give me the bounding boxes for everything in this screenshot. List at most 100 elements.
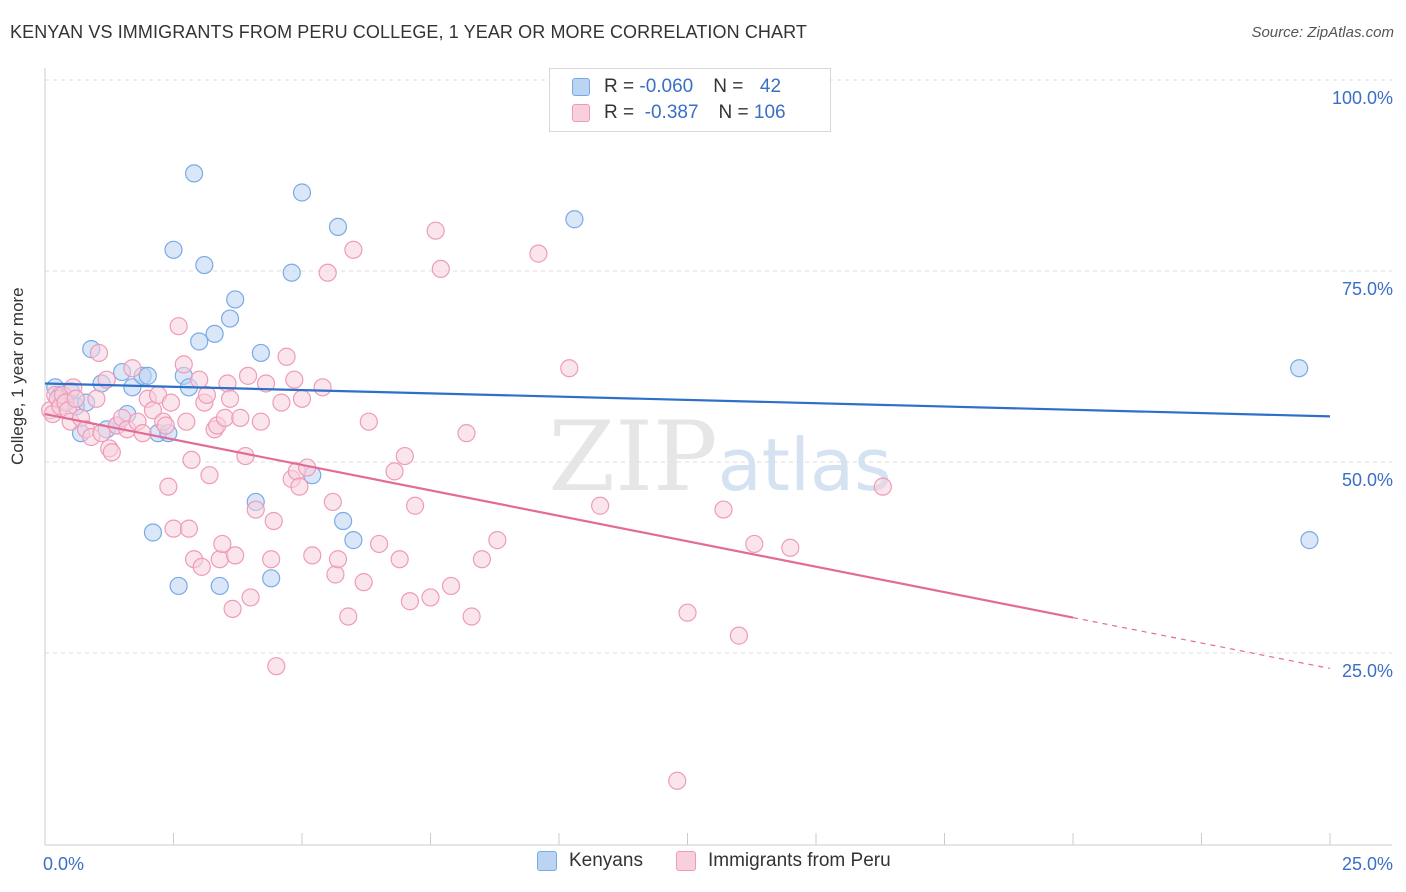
peru-point bbox=[272, 393, 291, 412]
legend-r-label: R = bbox=[604, 102, 640, 123]
legend-item-peru[interactable]: Immigrants from Peru bbox=[676, 850, 891, 872]
y-tick-label: 75.0% bbox=[1342, 279, 1393, 299]
peru-point bbox=[781, 538, 800, 557]
peru-point bbox=[426, 221, 445, 240]
peru-point bbox=[182, 450, 201, 469]
peru-point bbox=[488, 531, 507, 550]
peru-point bbox=[303, 546, 322, 565]
peru-point bbox=[66, 389, 85, 408]
peru-point bbox=[328, 550, 348, 569]
peru-point bbox=[236, 446, 255, 466]
kenyans-point bbox=[1300, 531, 1319, 550]
peru-point bbox=[159, 477, 178, 496]
peru-point bbox=[220, 389, 240, 408]
kenyans-point bbox=[205, 324, 224, 343]
kenyans-point bbox=[262, 569, 281, 588]
peru-point bbox=[285, 370, 304, 389]
peru-point bbox=[169, 317, 188, 336]
kenyans-point bbox=[190, 332, 209, 351]
peru-point bbox=[591, 496, 610, 515]
peru-point bbox=[290, 477, 309, 496]
peru-point bbox=[472, 550, 491, 569]
peru-point bbox=[678, 603, 697, 622]
legend-n-label: N = bbox=[713, 76, 749, 97]
peru-point bbox=[560, 359, 579, 378]
watermark: ZIPatlas bbox=[548, 401, 891, 513]
peru-trend-line-extension bbox=[1072, 617, 1331, 670]
peru-point bbox=[226, 546, 245, 565]
peru-point bbox=[529, 244, 548, 263]
peru-point bbox=[714, 500, 733, 519]
legend-n-value: 42 bbox=[754, 76, 782, 97]
peru-point bbox=[339, 607, 358, 626]
legend-r-value: -0.387 bbox=[639, 102, 699, 123]
peru-point bbox=[390, 550, 409, 569]
peru-point bbox=[264, 511, 283, 531]
kenyans-point bbox=[123, 378, 142, 397]
peru-point bbox=[89, 343, 109, 363]
peru-point bbox=[192, 557, 211, 576]
kenyans-point bbox=[143, 523, 163, 542]
peru-point bbox=[326, 565, 345, 584]
peru-point bbox=[395, 446, 414, 466]
kenyans-point bbox=[226, 290, 245, 309]
kenyans-trend-line bbox=[44, 382, 1331, 418]
peru-point bbox=[161, 393, 181, 412]
peru-point bbox=[668, 771, 687, 790]
kenyans-point bbox=[138, 366, 157, 385]
legend-row-peru: R = -0.387 N = 106 bbox=[572, 101, 786, 125]
kenyans-point bbox=[1290, 359, 1309, 378]
peru-point bbox=[177, 412, 196, 431]
watermark-zip: ZIP bbox=[548, 401, 717, 513]
peru-point bbox=[218, 374, 237, 393]
legend-item-kenyans[interactable]: Kenyans bbox=[537, 850, 643, 872]
peru-point bbox=[251, 412, 270, 431]
kenyans-point bbox=[328, 217, 348, 236]
peru-point bbox=[197, 385, 217, 405]
peru-point bbox=[174, 355, 193, 374]
peru-legend-swatch bbox=[676, 851, 696, 871]
y-tick-label: 100.0% bbox=[1332, 88, 1393, 108]
peru-point bbox=[223, 599, 242, 618]
peru-point bbox=[241, 588, 260, 607]
peru-trend-line bbox=[44, 412, 1074, 619]
peru-point bbox=[354, 573, 373, 592]
y-tick-label: 50.0% bbox=[1342, 470, 1393, 490]
peru-point bbox=[200, 466, 219, 485]
stats-legend: R = -0.060 N = 42 R = -0.387 N = 106 bbox=[549, 68, 831, 132]
kenyans-swatch bbox=[572, 78, 590, 96]
peru-point bbox=[323, 492, 342, 512]
kenyans-point bbox=[292, 183, 312, 202]
peru-point bbox=[873, 477, 892, 496]
legend-r-label: R = bbox=[604, 76, 640, 97]
peru-point bbox=[246, 500, 265, 519]
kenyans-point bbox=[169, 576, 188, 596]
peru-point bbox=[400, 592, 420, 611]
legend-n-value: 106 bbox=[753, 102, 786, 123]
peru-swatch bbox=[572, 104, 590, 122]
peru-point bbox=[231, 408, 250, 427]
kenyans-point bbox=[210, 576, 229, 596]
peru-point bbox=[190, 370, 209, 389]
kenyans-point bbox=[251, 343, 270, 363]
peru-point bbox=[210, 550, 229, 569]
peru-point bbox=[215, 408, 234, 427]
peru-point bbox=[256, 374, 276, 393]
chart-title: KENYAN VS IMMIGRANTS FROM PERU COLLEGE, … bbox=[10, 22, 807, 42]
peru-point bbox=[457, 424, 476, 443]
peru-point bbox=[213, 534, 232, 554]
kenyans-point bbox=[565, 210, 584, 229]
peru-point bbox=[344, 240, 363, 259]
x-tick-label: 25.0% bbox=[1342, 854, 1393, 874]
peru-point bbox=[238, 366, 258, 385]
peru-point bbox=[277, 347, 296, 366]
source-label: Source: ZipAtlas.com bbox=[1251, 24, 1394, 41]
series-legend: Kenyans Immigrants from Peru bbox=[0, 850, 1406, 880]
peru-point bbox=[370, 534, 389, 554]
y-tick-label: 25.0% bbox=[1342, 661, 1393, 681]
legend-row-kenyans: R = -0.060 N = 42 bbox=[572, 75, 781, 99]
peru-point bbox=[405, 496, 425, 515]
kenyans-legend-label: Kenyans bbox=[569, 850, 643, 871]
kenyans-point bbox=[164, 240, 183, 259]
